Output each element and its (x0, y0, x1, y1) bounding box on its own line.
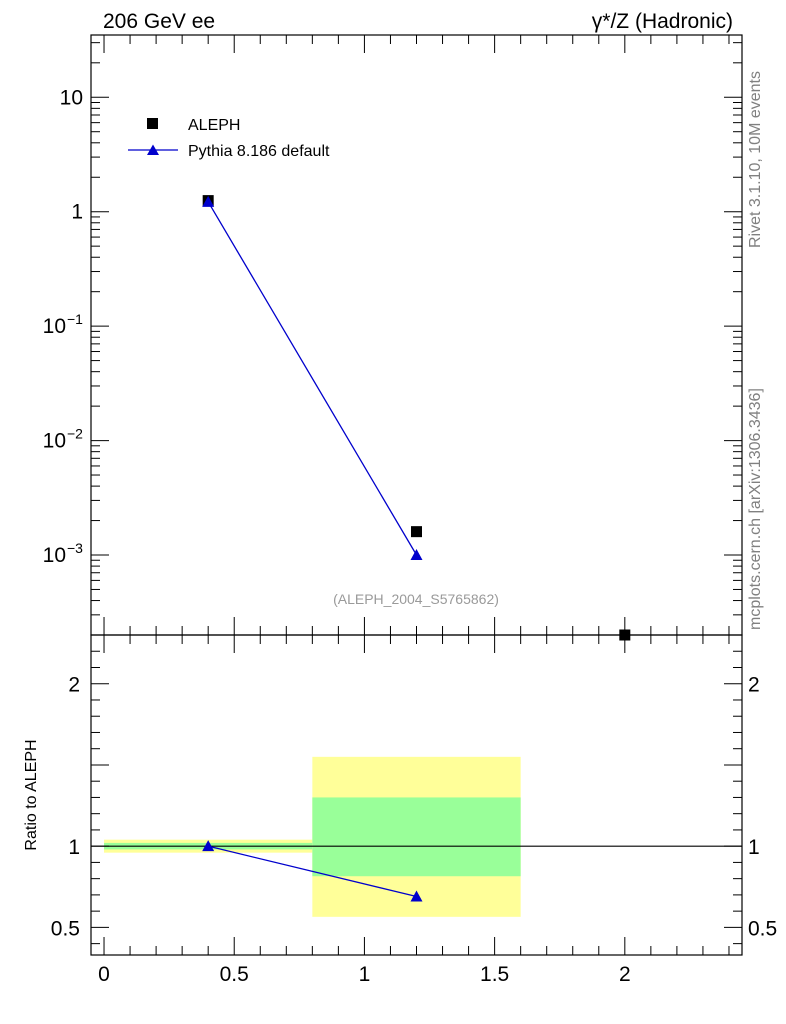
aleph-point (411, 526, 422, 538)
legend-marker-pythia (147, 144, 159, 155)
plot-title-right: γ*/Z (Hadronic) (592, 10, 733, 33)
ratio-y-tick-label-left: 2 (68, 674, 80, 697)
x-tick-label: 2 (619, 963, 631, 986)
ratio-y-tick-label-right: 2 (748, 674, 760, 697)
ratio-y-tick-label-right: 1 (748, 836, 760, 859)
ratio-y-tick-label-left: 0.5 (51, 917, 80, 940)
legend-label-pythia: Pythia 8.186 default (188, 143, 330, 160)
ratio-panel: 0 0.5 1 1.5 2 2 2 1 1 0.5 0.5 (51, 634, 777, 986)
main-y-tick-label: 1 (71, 201, 83, 224)
x-tick-label: 1.5 (480, 963, 509, 986)
band-inner (312, 797, 521, 877)
pythia-ratio-point (202, 840, 215, 852)
main-data (202, 195, 631, 641)
x-tick-label: 0 (98, 963, 110, 986)
pythia-point (202, 195, 215, 207)
rivet-version-label: Rivet 3.1.10, 10M events (747, 71, 764, 248)
ratio-frame (90, 634, 743, 956)
plot-title-left: 206 GeV ee (103, 10, 215, 33)
ratio-y-tick-label-left: 1 (68, 836, 80, 859)
main-y-tick-label: 10 (43, 430, 66, 453)
ratio-y-tick-label-right: 0.5 (748, 917, 777, 940)
mcplots-label: mcplots.cern.ch [arXiv:1306.3436] (747, 388, 764, 630)
ratio-data (202, 840, 423, 902)
main-y-tick-label: 10 (43, 544, 66, 567)
main-y-tick-exponent: −1 (67, 311, 83, 327)
legend-marker-aleph (147, 118, 158, 129)
main-y-tick-exponent: −3 (67, 540, 83, 556)
pythia-ratio-line (208, 845, 417, 898)
ratio-axis-label: Ratio to ALEPH (23, 739, 40, 850)
main-y-tick-label: 10 (60, 86, 83, 109)
ratio-axis-ticks: 0 0.5 1 1.5 2 2 2 1 1 0.5 0.5 (51, 635, 777, 986)
x-tick-label: 0.5 (220, 963, 249, 986)
legend: ALEPH Pythia 8.186 default (128, 117, 330, 160)
pythia-point (410, 549, 423, 561)
main-y-tick-exponent: −2 (67, 426, 83, 442)
pythia-ratio-point (410, 890, 423, 902)
analysis-watermark: (ALEPH_2004_S5765862) (333, 591, 499, 607)
legend-label-aleph: ALEPH (188, 117, 240, 134)
main-y-tick-label: 10 (43, 315, 66, 338)
pythia-line (207, 201, 418, 556)
uncertainty-bands (91, 756, 742, 917)
x-tick-label: 1 (359, 963, 371, 986)
